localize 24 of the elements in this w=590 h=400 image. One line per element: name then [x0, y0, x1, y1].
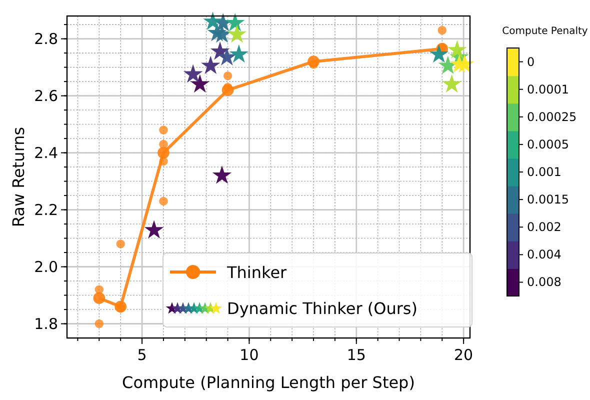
y-tick-label: 2.4 — [34, 144, 58, 162]
legend-label: 0.004 — [527, 248, 562, 262]
y-tick-label: 2.6 — [34, 86, 58, 105]
legend-title: Compute Penalty — [502, 26, 588, 37]
legend-label: 0.002 — [527, 220, 562, 234]
x-tick-label: 20 — [454, 346, 474, 364]
x-axis-title: Compute (Planning Length per Step) — [122, 373, 415, 392]
y-axis-title: Raw Returns — [9, 126, 28, 228]
annotation: Dynamic Thinker (Ours) — [227, 299, 418, 318]
x-tick-label: 15 — [346, 346, 366, 364]
legend-label: 0.0015 — [527, 192, 569, 207]
y-tick-label: 2.2 — [34, 200, 58, 219]
legend-label: 0.001 — [527, 165, 562, 179]
x-tick-label: 10 — [240, 346, 259, 364]
legend-label: 0.0001 — [527, 82, 569, 96]
legend-label: Thinker — [226, 263, 288, 282]
legend-label: 0.00025 — [527, 110, 577, 124]
legend-label: 0.0005 — [527, 137, 569, 152]
y-tick-label: 1.8 — [34, 314, 58, 333]
y-tick-label: 2.8 — [34, 30, 58, 48]
legend-label: 0 — [527, 54, 535, 69]
x-tick-label: 5 — [137, 346, 147, 364]
legend-label: 0.008 — [527, 275, 562, 290]
y-tick-label: 2.0 — [34, 258, 58, 276]
